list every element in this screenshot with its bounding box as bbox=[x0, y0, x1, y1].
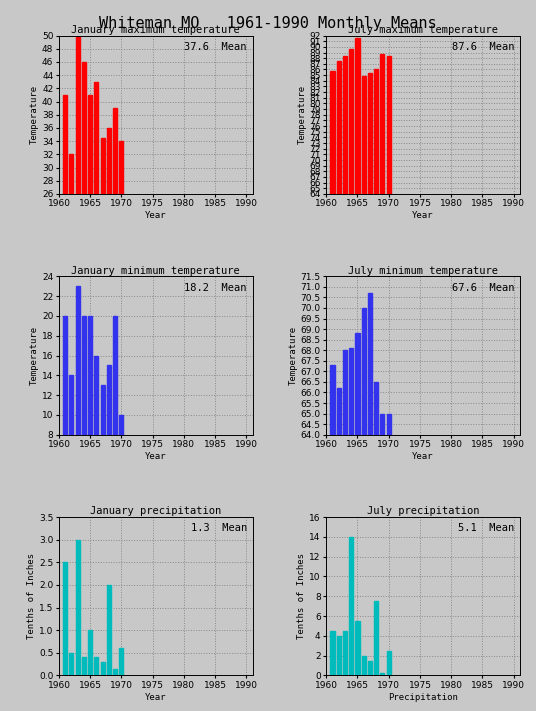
Bar bbox=[76, 540, 80, 675]
Bar bbox=[343, 56, 347, 194]
Bar bbox=[368, 73, 372, 194]
Bar bbox=[70, 154, 73, 194]
Bar bbox=[355, 333, 360, 434]
Bar bbox=[355, 621, 360, 675]
Y-axis label: Temperature: Temperature bbox=[297, 85, 307, 144]
Bar bbox=[337, 636, 341, 675]
Title: January minimum temperature: January minimum temperature bbox=[71, 265, 240, 276]
Bar bbox=[94, 82, 99, 194]
Bar bbox=[381, 53, 384, 194]
Bar bbox=[343, 351, 347, 434]
Bar bbox=[349, 348, 353, 434]
X-axis label: Year: Year bbox=[145, 693, 167, 702]
Bar bbox=[368, 661, 372, 675]
X-axis label: Precipitation: Precipitation bbox=[388, 693, 458, 702]
Bar bbox=[113, 316, 117, 434]
Text: 5.1  Mean: 5.1 Mean bbox=[458, 523, 514, 533]
Bar bbox=[386, 56, 391, 194]
Bar bbox=[120, 648, 123, 675]
Bar bbox=[94, 356, 99, 434]
Text: 37.6  Mean: 37.6 Mean bbox=[184, 42, 247, 52]
Title: July precipitation: July precipitation bbox=[367, 506, 479, 516]
Bar bbox=[362, 76, 366, 194]
X-axis label: Year: Year bbox=[145, 452, 167, 461]
Title: July maximum temperature: July maximum temperature bbox=[348, 25, 498, 35]
Title: July minimum temperature: July minimum temperature bbox=[348, 265, 498, 276]
Text: 67.6  Mean: 67.6 Mean bbox=[452, 283, 514, 293]
Y-axis label: Temperature: Temperature bbox=[30, 85, 39, 144]
Bar bbox=[88, 316, 92, 434]
Bar bbox=[374, 382, 378, 434]
Bar bbox=[94, 658, 99, 675]
Text: 1.3  Mean: 1.3 Mean bbox=[191, 523, 247, 533]
Y-axis label: Tenths of Inches: Tenths of Inches bbox=[27, 553, 36, 639]
Bar bbox=[381, 414, 384, 434]
Bar bbox=[337, 61, 341, 194]
Bar bbox=[63, 562, 67, 675]
Bar bbox=[76, 36, 80, 194]
Bar bbox=[88, 95, 92, 194]
Text: Whiteman MO   1961-1990 Monthly Means: Whiteman MO 1961-1990 Monthly Means bbox=[99, 16, 437, 31]
Bar bbox=[107, 585, 111, 675]
Bar bbox=[331, 365, 334, 434]
Bar bbox=[349, 537, 353, 675]
Bar bbox=[120, 415, 123, 434]
Bar bbox=[331, 631, 334, 675]
Bar bbox=[113, 108, 117, 194]
Bar bbox=[381, 673, 384, 675]
Text: 18.2  Mean: 18.2 Mean bbox=[184, 283, 247, 293]
Y-axis label: Temperature: Temperature bbox=[289, 326, 298, 385]
Title: January maximum temperature: January maximum temperature bbox=[71, 25, 240, 35]
Title: January precipitation: January precipitation bbox=[90, 506, 221, 516]
Bar bbox=[82, 658, 86, 675]
Bar bbox=[362, 308, 366, 434]
Bar bbox=[386, 651, 391, 675]
Bar bbox=[343, 631, 347, 675]
Bar bbox=[70, 653, 73, 675]
Bar bbox=[362, 656, 366, 675]
Bar bbox=[120, 141, 123, 194]
Bar bbox=[101, 662, 105, 675]
Bar bbox=[349, 49, 353, 194]
Bar bbox=[355, 38, 360, 194]
Bar bbox=[70, 375, 73, 434]
Bar bbox=[107, 365, 111, 434]
X-axis label: Year: Year bbox=[412, 452, 434, 461]
Bar bbox=[368, 293, 372, 434]
Bar bbox=[386, 414, 391, 434]
Text: 87.6  Mean: 87.6 Mean bbox=[452, 42, 514, 52]
Bar bbox=[331, 70, 334, 194]
Y-axis label: Tenths of Inches: Tenths of Inches bbox=[297, 553, 307, 639]
Bar bbox=[101, 385, 105, 434]
Bar bbox=[76, 287, 80, 434]
Bar bbox=[374, 602, 378, 675]
Y-axis label: Temperature: Temperature bbox=[30, 326, 39, 385]
Bar bbox=[82, 62, 86, 194]
Bar bbox=[101, 138, 105, 194]
Bar bbox=[374, 70, 378, 194]
Bar bbox=[63, 95, 67, 194]
Bar bbox=[82, 316, 86, 434]
X-axis label: Year: Year bbox=[145, 211, 167, 220]
Bar bbox=[88, 630, 92, 675]
Bar bbox=[63, 316, 67, 434]
X-axis label: Year: Year bbox=[412, 211, 434, 220]
Bar bbox=[337, 388, 341, 434]
Bar bbox=[113, 668, 117, 675]
Bar bbox=[107, 128, 111, 194]
